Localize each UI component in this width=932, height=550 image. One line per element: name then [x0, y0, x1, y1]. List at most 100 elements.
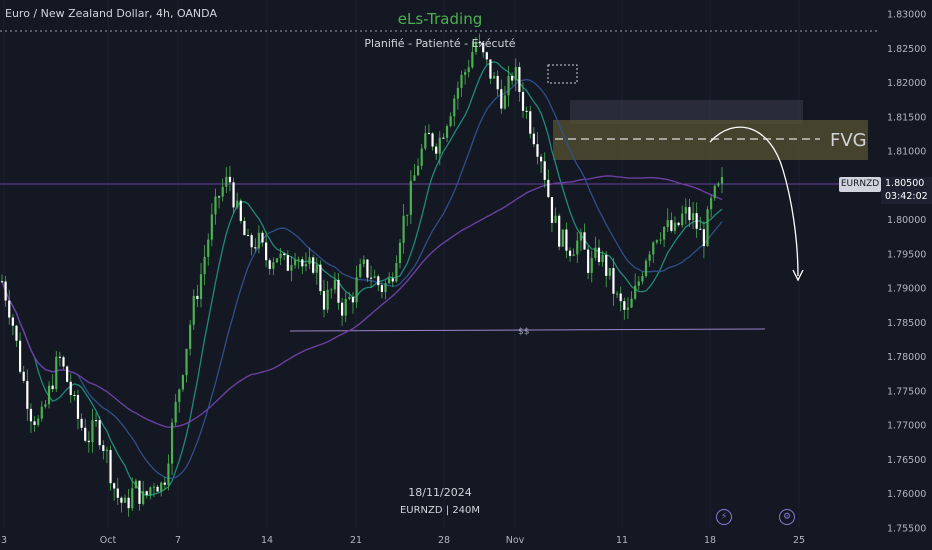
candle-body [597, 247, 601, 262]
candle-body [547, 179, 550, 198]
candle-body [312, 257, 315, 273]
y-tick-label: 1.83000 [887, 10, 926, 21]
candle-body [163, 482, 166, 485]
candle-body [116, 488, 119, 498]
candle-body [254, 247, 257, 249]
candle-body [525, 110, 528, 112]
time-axis[interactable]: 3 Oct 7 14 21 28 Nov 11 18 25 [1, 535, 805, 546]
candle-body [232, 182, 235, 208]
candle-body [673, 222, 677, 231]
candle-body [265, 242, 268, 261]
candle-body [18, 340, 22, 372]
candle-body [123, 497, 127, 503]
bar-countdown: 03:42:02 [885, 191, 928, 202]
candle-body [442, 137, 445, 139]
candle-body [160, 482, 163, 492]
candle-body [33, 421, 36, 425]
candle-body [641, 276, 644, 282]
projection-arrowhead [792, 269, 804, 282]
y-tick-label: 1.77500 [887, 386, 926, 397]
y-tick-label: 1.81000 [887, 147, 926, 158]
candle-body [699, 228, 702, 230]
candle-body [250, 235, 253, 248]
x-tick-label: Nov [506, 535, 525, 546]
candle-body [11, 317, 14, 326]
candle-body [369, 277, 373, 279]
candle-body [416, 165, 420, 176]
candle-body [713, 185, 716, 199]
candle-body [192, 295, 195, 325]
candle-body [702, 229, 706, 247]
candle-body [66, 366, 69, 382]
candle-body [377, 276, 380, 286]
candle-body [330, 289, 333, 291]
price-axis-bg [880, 0, 932, 550]
candle-body [210, 214, 213, 240]
price-axis[interactable]: 1.83000 1.82500 1.82000 1.81500 1.81000 1.805… [880, 0, 932, 550]
candle-body [351, 296, 355, 303]
candle-body [109, 450, 112, 484]
candle-body [366, 259, 369, 278]
candle-body [283, 253, 286, 256]
y-tick-label: 1.76000 [887, 489, 926, 500]
candle-body [670, 220, 673, 231]
candle-body [319, 264, 322, 292]
x-tick-label: 14 [261, 535, 273, 546]
candle-body [489, 59, 492, 79]
candle-body [55, 356, 58, 390]
candle-body [84, 427, 87, 441]
brand-tagline: Planifié - Patienté - Exécuté [364, 37, 516, 50]
candle-body [409, 180, 412, 215]
ma-fast-line [1, 61, 723, 497]
projection-arrow [709, 126, 804, 282]
candle-body [413, 175, 416, 181]
candle-body [44, 404, 47, 407]
candle-body [228, 176, 232, 183]
lightning-icon[interactable]: ⚡ [716, 509, 732, 525]
candle-body [706, 209, 709, 247]
settings-icon[interactable]: ⚙ [779, 509, 795, 525]
candle-body [37, 418, 40, 425]
candle-body [355, 277, 358, 303]
fvg-zone [553, 120, 868, 160]
candle-body [445, 126, 449, 138]
candle-body [131, 488, 134, 509]
candle-body [185, 348, 188, 376]
candle-body [710, 198, 713, 210]
candle-body [424, 133, 427, 149]
candle-body [221, 186, 224, 197]
candle-body [637, 281, 640, 286]
candle-body [94, 420, 98, 422]
candle-body [26, 380, 29, 409]
y-tick-label: 1.80000 [887, 215, 926, 226]
candle-body [587, 249, 590, 273]
y-tick-label: 1.78000 [887, 352, 926, 363]
candle-body [113, 483, 116, 489]
candle-body [666, 220, 669, 227]
candle-body [420, 148, 423, 166]
candle-body [518, 67, 521, 92]
candle-body [22, 371, 25, 381]
candle-body [521, 91, 525, 111]
ss-level-line [289, 328, 766, 332]
candle-body [145, 491, 148, 496]
symbol-title: Euro / New Zealand Dollar, 4h, OANDA [5, 7, 217, 20]
candle-body [532, 133, 535, 145]
candle-body [615, 293, 619, 295]
candle-body [290, 265, 293, 271]
candle-body [529, 111, 532, 134]
y-tick-label: 1.75500 [887, 524, 926, 535]
candle-body [561, 229, 564, 247]
candle-body [98, 420, 101, 446]
candle-body [590, 257, 593, 273]
candle-body [275, 258, 279, 263]
candle-body [659, 239, 662, 241]
candle-body [257, 232, 260, 249]
candle-body [601, 254, 604, 262]
candle-body [395, 263, 398, 282]
candle-body [152, 486, 156, 488]
candle-body [217, 196, 221, 198]
candle-body [239, 200, 242, 222]
candle-body [626, 307, 630, 310]
